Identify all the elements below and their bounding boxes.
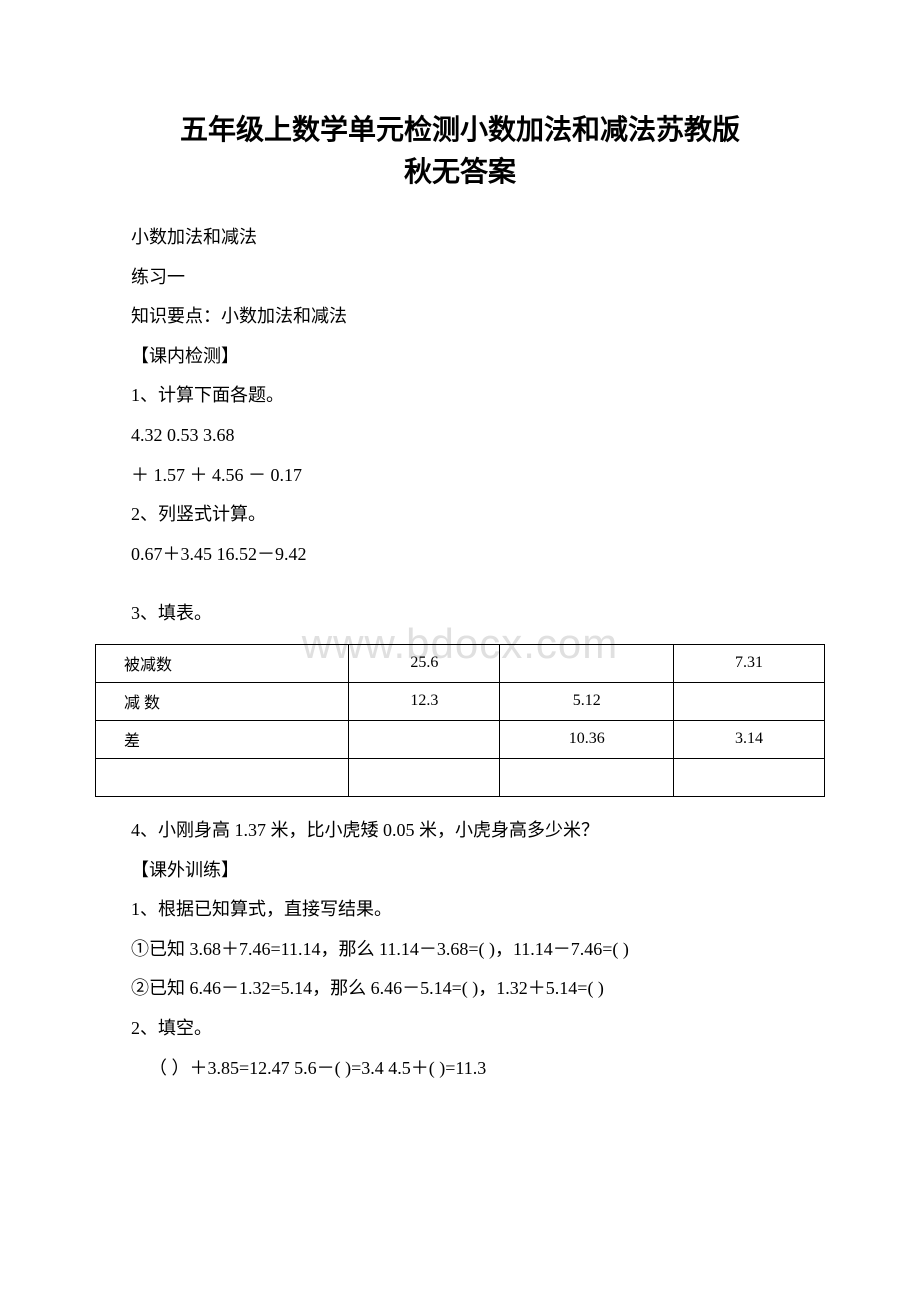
table-cell xyxy=(674,682,825,720)
q2-expressions: 0.67＋3.45 16.52－9.42 xyxy=(95,535,825,575)
table-cell xyxy=(500,644,674,682)
section-in-class: 【课内检测】 xyxy=(95,337,825,377)
ext-q1-part2: ②已知 6.46－1.32=5.14，那么 6.46－5.14=( )，1.32… xyxy=(95,969,825,1009)
table-cell xyxy=(349,758,500,796)
table-row: 差 10.36 3.14 xyxy=(96,720,825,758)
table-row-label: 差 xyxy=(96,720,349,758)
table-row xyxy=(96,758,825,796)
paragraph-exercise-label: 练习一 xyxy=(95,258,825,298)
title-line1: 五年级上数学单元检测小数加法和减法苏教版 xyxy=(180,115,740,146)
title-line2: 秋无答案 xyxy=(404,157,516,188)
table-row-label xyxy=(96,758,349,796)
table-row-label: 减 数 xyxy=(96,682,349,720)
question-1: 1、计算下面各题。 xyxy=(95,376,825,416)
table-row: 被减数 25.6 7.31 xyxy=(96,644,825,682)
table-row: 减 数 12.3 5.12 xyxy=(96,682,825,720)
spacer xyxy=(95,574,825,594)
table-cell: 12.3 xyxy=(349,682,500,720)
ext-q1-part1: ①已知 3.68＋7.46=11.14，那么 11.14－3.68=( )，11… xyxy=(95,930,825,970)
document-content: 五年级上数学单元检测小数加法和减法苏教版 秋无答案 小数加法和减法 练习一 知识… xyxy=(95,110,825,1088)
question-4: 4、小刚身高 1.37 米，比小虎矮 0.05 米，小虎身高多少米？ xyxy=(95,811,825,851)
paragraph-knowledge-point: 知识要点：小数加法和减法 xyxy=(95,297,825,337)
q1-operations-row: ＋ 1.57 ＋ 4.56 － 0.17 xyxy=(95,456,825,496)
table-cell: 5.12 xyxy=(500,682,674,720)
table-cell xyxy=(500,758,674,796)
ext-question-1: 1、根据已知算式，直接写结果。 xyxy=(95,890,825,930)
fill-table: 被减数 25.6 7.31 减 数 12.3 5.12 差 10.36 3.14 xyxy=(95,644,825,797)
table-cell: 7.31 xyxy=(674,644,825,682)
table-cell: 3.14 xyxy=(674,720,825,758)
table-cell xyxy=(349,720,500,758)
document-title: 五年级上数学单元检测小数加法和减法苏教版 秋无答案 xyxy=(95,110,825,194)
question-2: 2、列竖式计算。 xyxy=(95,495,825,535)
table-cell xyxy=(674,758,825,796)
question-3: 3、填表。 xyxy=(95,594,825,634)
paragraph-topic: 小数加法和减法 xyxy=(95,218,825,258)
table-cell: 25.6 xyxy=(349,644,500,682)
section-out-class: 【课外训练】 xyxy=(95,851,825,891)
q1-numbers-row: 4.32 0.53 3.68 xyxy=(95,416,825,456)
table-row-label: 被减数 xyxy=(96,644,349,682)
table-cell: 10.36 xyxy=(500,720,674,758)
ext-q2-expressions: （ ）＋3.85=12.47 5.6－( )=3.4 4.5＋( )=11.3 xyxy=(95,1049,825,1089)
ext-question-2: 2、填空。 xyxy=(95,1009,825,1049)
